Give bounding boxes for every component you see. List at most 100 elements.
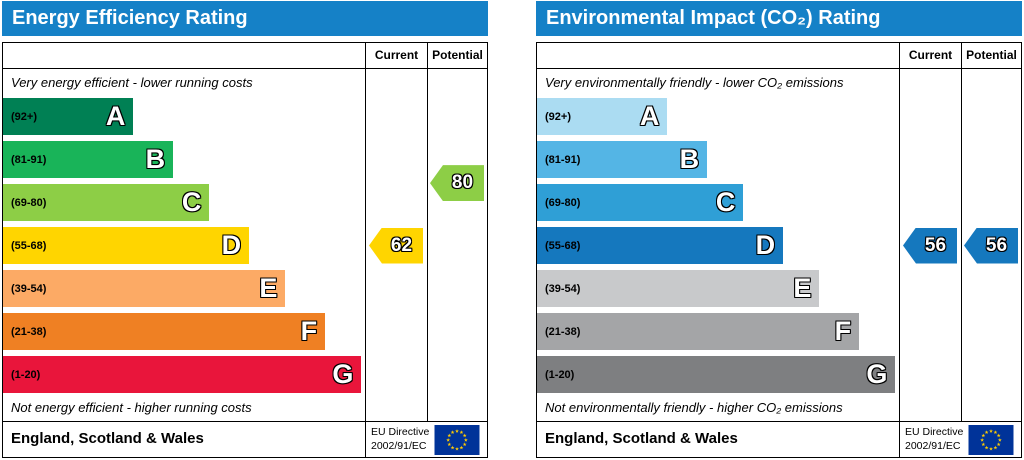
rating-table: Current Potential Very energy efficient … bbox=[2, 42, 488, 458]
band-row-e: (39-54) E bbox=[3, 267, 365, 310]
footer-region-label: England, Scotland & Wales bbox=[11, 430, 204, 447]
band-row-g: (1-20) G bbox=[3, 353, 365, 396]
band-bar-f: (21-38) F bbox=[3, 313, 326, 350]
band-letter: A bbox=[639, 101, 660, 131]
potential-column-divider bbox=[427, 69, 428, 421]
current-rating-pointer: 62 bbox=[369, 227, 423, 264]
band-bar-e: (39-54) E bbox=[3, 270, 286, 307]
eu-flag-icon bbox=[434, 424, 480, 455]
current-column-divider bbox=[899, 69, 900, 421]
column-header-spacer bbox=[3, 43, 365, 68]
band-bar-e: (39-54) E bbox=[537, 270, 820, 307]
band-row-g: (1-20) G bbox=[537, 353, 899, 396]
potential-column-header: Potential bbox=[427, 43, 487, 68]
potential-rating-pointer: 80 bbox=[430, 165, 484, 202]
band-range-label: (55-68) bbox=[545, 239, 581, 252]
current-column-header: Current bbox=[365, 43, 427, 68]
band-range-label: (69-80) bbox=[545, 196, 581, 209]
eu-directive-line2: 2002/91/EC bbox=[371, 439, 427, 452]
band-bar-a: (92+) A bbox=[3, 98, 134, 135]
column-headers: Current Potential bbox=[537, 43, 1021, 69]
chart-title-bar: Environmental Impact (CO₂) Rating bbox=[536, 1, 1022, 36]
eu-directive-line1: EU Directive bbox=[371, 426, 430, 439]
band-bar-g: (1-20) G bbox=[537, 356, 896, 393]
top-note: Very environmentally friendly - lower CO… bbox=[545, 75, 844, 90]
chart-title-bar: Energy Efficiency Rating bbox=[2, 1, 488, 36]
band-range-label: (92+) bbox=[545, 110, 571, 123]
energy-efficiency-chart: Energy Efficiency Rating Current Potenti… bbox=[2, 1, 488, 458]
band-range-label: (39-54) bbox=[11, 282, 47, 295]
environmental-impact-chart: Environmental Impact (CO₂) Rating Curren… bbox=[536, 1, 1022, 458]
chart-footer: England, Scotland & Wales EU Directive 2… bbox=[537, 421, 1021, 457]
band-bar-d: (55-68) D bbox=[537, 227, 784, 264]
band-row-a: (92+) A bbox=[537, 95, 899, 138]
band-range-label: (81-91) bbox=[545, 153, 581, 166]
band-letter: F bbox=[300, 316, 318, 346]
band-bar-c: (69-80) C bbox=[3, 184, 210, 221]
band-bar-b: (81-91) B bbox=[537, 141, 708, 178]
eu-directive-section: EU Directive 2002/91/EC bbox=[899, 422, 1021, 457]
current-column-header: Current bbox=[899, 43, 961, 68]
column-headers: Current Potential bbox=[3, 43, 487, 69]
band-row-f: (21-38) F bbox=[537, 310, 899, 353]
band-bar-f: (21-38) F bbox=[537, 313, 860, 350]
chart-title: Energy Efficiency Rating bbox=[12, 7, 248, 29]
band-row-e: (39-54) E bbox=[537, 267, 899, 310]
band-bar-a: (92+) A bbox=[537, 98, 668, 135]
top-note: Very energy efficient - lower running co… bbox=[11, 75, 253, 90]
band-row-d: (55-68) D bbox=[537, 224, 899, 267]
band-letter: E bbox=[793, 273, 812, 303]
band-row-b: (81-91) B bbox=[3, 138, 365, 181]
eu-directive-line2: 2002/91/EC bbox=[905, 439, 961, 452]
band-letter: B bbox=[679, 144, 700, 174]
potential-rating-value: 56 bbox=[985, 234, 1008, 256]
eu-directive-label: EU Directive 2002/91/EC bbox=[905, 426, 963, 452]
current-rating-pointer: 56 bbox=[903, 227, 957, 264]
chart-footer: England, Scotland & Wales EU Directive 2… bbox=[3, 421, 487, 457]
chart-body: Very environmentally friendly - lower CO… bbox=[537, 69, 1021, 421]
potential-rating-pointer: 56 bbox=[964, 227, 1018, 264]
band-range-label: (81-91) bbox=[11, 153, 47, 166]
potential-column-header: Potential bbox=[961, 43, 1021, 68]
band-row-f: (21-38) F bbox=[3, 310, 365, 353]
rating-table: Current Potential Very environmentally f… bbox=[536, 42, 1022, 458]
band-bar-g: (1-20) G bbox=[3, 356, 362, 393]
current-column-divider bbox=[365, 69, 366, 421]
band-row-a: (92+) A bbox=[3, 95, 365, 138]
band-row-c: (69-80) C bbox=[537, 181, 899, 224]
band-range-label: (69-80) bbox=[11, 196, 47, 209]
band-letter: E bbox=[259, 273, 278, 303]
band-letter: F bbox=[834, 316, 852, 346]
band-letter: C bbox=[181, 187, 202, 217]
band-range-label: (1-20) bbox=[545, 368, 575, 381]
band-row-c: (69-80) C bbox=[3, 181, 365, 224]
bottom-note: Not energy efficient - higher running co… bbox=[11, 400, 252, 415]
band-letter: C bbox=[715, 187, 736, 217]
current-rating-value: 62 bbox=[390, 234, 413, 256]
bottom-note: Not environmentally friendly - higher CO… bbox=[545, 400, 843, 415]
band-range-label: (39-54) bbox=[545, 282, 581, 295]
band-bar-d: (55-68) D bbox=[3, 227, 250, 264]
band-letter: B bbox=[145, 144, 166, 174]
band-bar-c: (69-80) C bbox=[537, 184, 744, 221]
band-range-label: (92+) bbox=[11, 110, 37, 123]
footer-region-label: England, Scotland & Wales bbox=[545, 430, 738, 447]
band-range-label: (1-20) bbox=[11, 368, 41, 381]
band-row-d: (55-68) D bbox=[3, 224, 365, 267]
eu-directive-label: EU Directive 2002/91/EC bbox=[371, 426, 429, 452]
eu-flag-icon bbox=[968, 424, 1014, 455]
column-header-spacer bbox=[537, 43, 899, 68]
potential-column-divider bbox=[961, 69, 962, 421]
band-range-label: (21-38) bbox=[11, 325, 47, 338]
band-range-label: (21-38) bbox=[545, 325, 581, 338]
current-rating-value: 56 bbox=[924, 234, 947, 256]
eu-directive-section: EU Directive 2002/91/EC bbox=[365, 422, 487, 457]
potential-rating-value: 80 bbox=[451, 172, 474, 194]
band-row-b: (81-91) B bbox=[537, 138, 899, 181]
band-letter: A bbox=[105, 101, 126, 131]
band-bar-b: (81-91) B bbox=[3, 141, 174, 178]
chart-title: Environmental Impact (CO₂) Rating bbox=[546, 7, 881, 29]
band-letter: D bbox=[221, 230, 242, 260]
band-letter: G bbox=[332, 359, 354, 389]
